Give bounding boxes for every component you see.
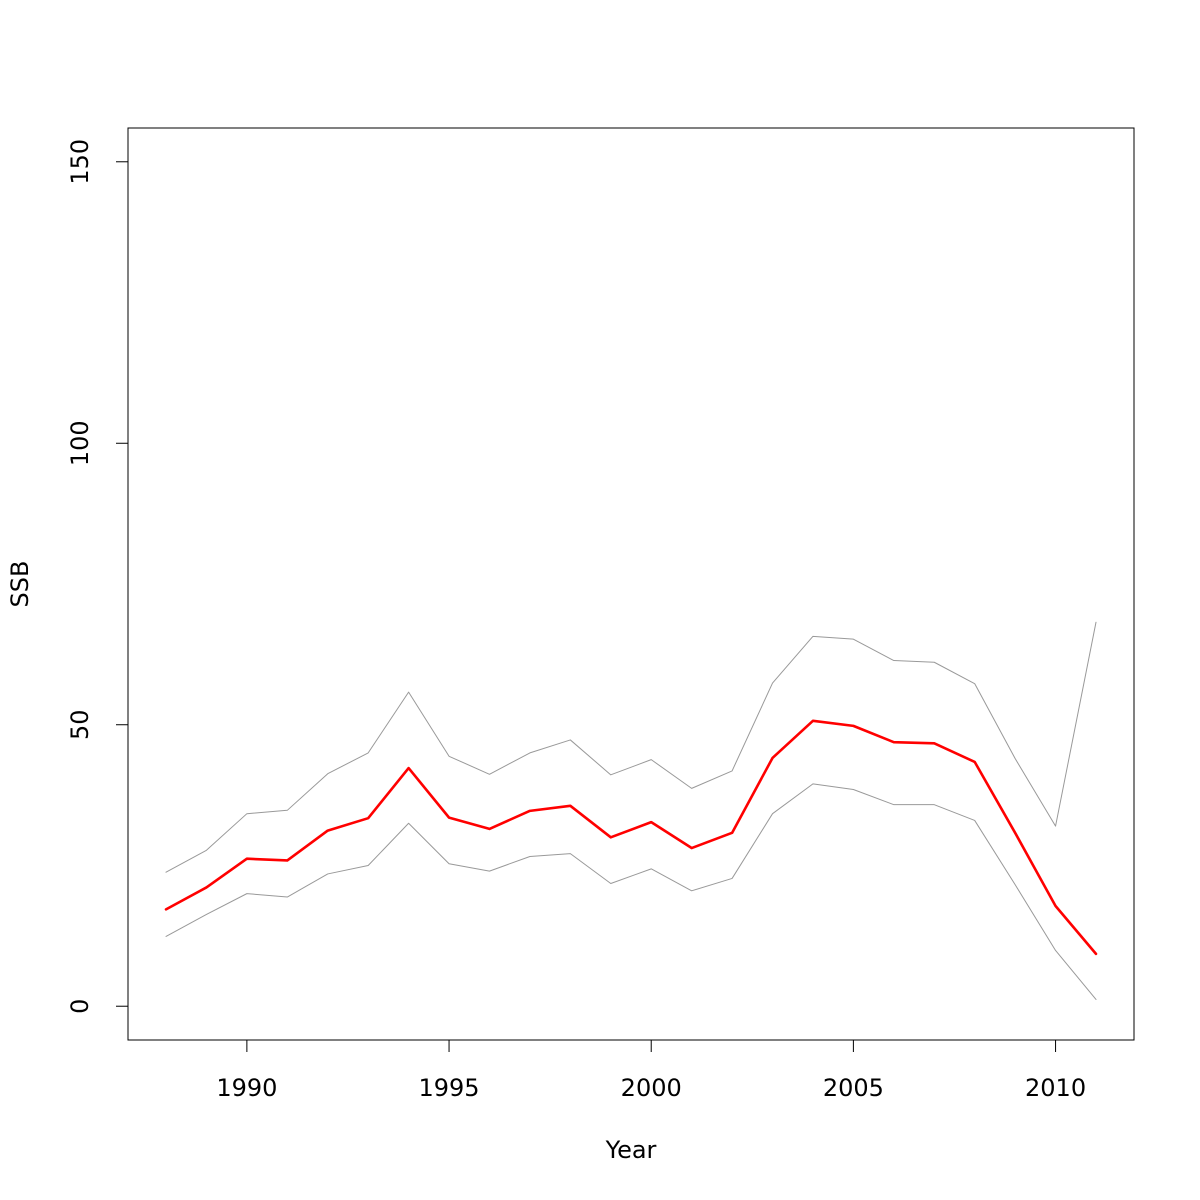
y-tick-label: 150 xyxy=(66,139,94,185)
x-tick-label: 2010 xyxy=(1025,1074,1086,1102)
y-tick-label: 100 xyxy=(66,420,94,466)
series-line-lower xyxy=(165,783,1097,1000)
x-tick-label: 2000 xyxy=(621,1074,682,1102)
y-tick-label: 0 xyxy=(66,999,94,1014)
x-axis-title: Year xyxy=(605,1136,657,1164)
y-tick-label: 50 xyxy=(66,709,94,740)
series-line-estimate xyxy=(164,719,1098,956)
series-line-upper xyxy=(165,621,1097,873)
plot-frame xyxy=(127,127,1135,1041)
series-layer xyxy=(164,621,1098,1000)
x-tick-label: 2005 xyxy=(823,1074,884,1102)
x-tick-label: 1995 xyxy=(419,1074,480,1102)
y-axis: 0 50 100 150 xyxy=(66,139,129,1014)
x-axis: 1990 1995 2000 2005 2010 xyxy=(216,1039,1086,1102)
x-tick-label: 1990 xyxy=(216,1074,277,1102)
y-axis-title: SSB xyxy=(6,561,34,608)
